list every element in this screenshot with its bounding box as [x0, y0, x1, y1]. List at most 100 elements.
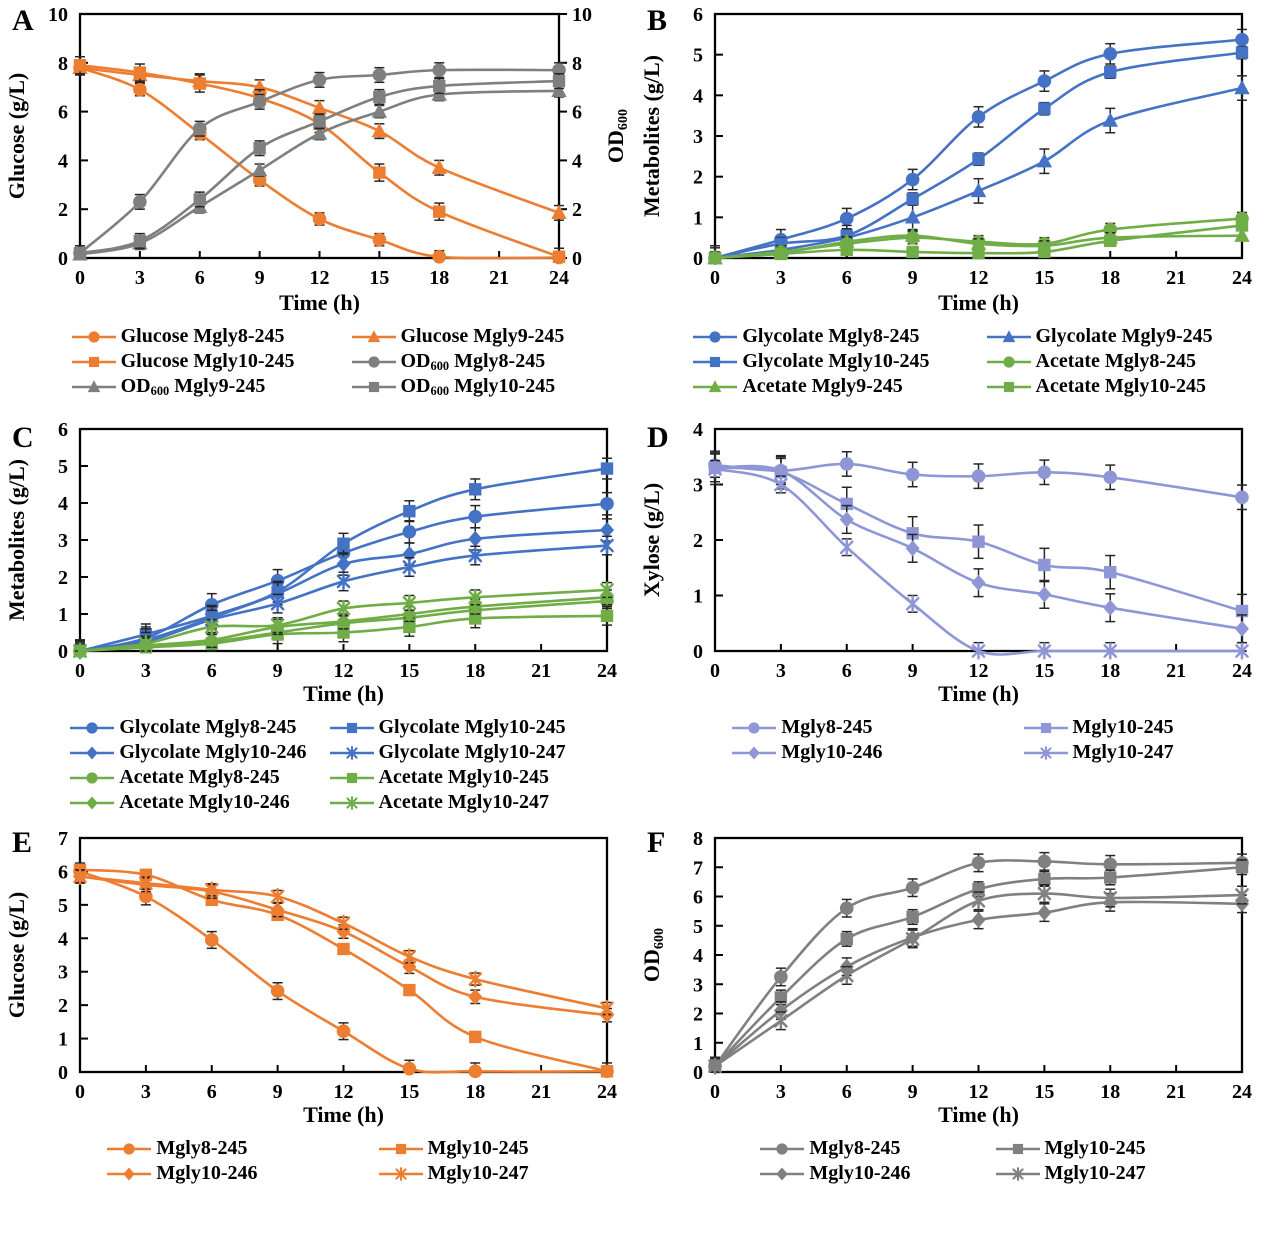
- x-tick-label: 3: [141, 660, 151, 682]
- legend-item-glycolate-mgly10-246: Glycolate Mgly10-246: [69, 741, 307, 764]
- legend-marker-square-icon: [693, 356, 738, 367]
- series-line: [79, 870, 608, 1074]
- x-tick-label: 6: [842, 660, 852, 682]
- y-tick-label: 1: [693, 1033, 703, 1055]
- legend-item-glycolate-mgly9-245: Glycolate Mgly9-245: [986, 325, 1213, 348]
- panel-F-legend: Mgly8-245 Mgly10-245 Mgly10-246 Mgly10-247: [635, 1135, 1270, 1185]
- x-tick-label: 9: [908, 1081, 918, 1103]
- x-tick-label: 6: [207, 1081, 217, 1103]
- y-axis-title: Metabolites (g/L): [639, 55, 664, 217]
- panel-letter-B: B: [647, 4, 668, 37]
- x-tick-label: 0: [710, 660, 720, 682]
- legend-label: Mgly10-246: [781, 741, 883, 763]
- x-tick-label: 21: [1166, 267, 1186, 289]
- y-tick-label: 3: [58, 962, 68, 984]
- legend-item-mgly8-245: Mgly8-245: [731, 716, 882, 739]
- legend-item-acetate-mgly10-245: Acetate Mgly10-245: [329, 766, 566, 789]
- legend-marker-circle-icon: [760, 1142, 805, 1155]
- y-right-tick-label: 8: [572, 53, 582, 75]
- series-glycolate-mgly8-245: [708, 28, 1249, 265]
- legend-item-mgly10-246: Mgly10-246: [759, 1162, 911, 1185]
- legend-item-acetate-mgly9-245: Acetate Mgly9-245: [692, 375, 929, 398]
- legend-item-mgly10-246: Mgly10-246: [731, 741, 883, 764]
- legend-marker-triangle-icon: [351, 329, 396, 342]
- legend-marker-xstar-icon: [329, 795, 374, 810]
- legend-item-mgly8-245: Mgly8-245: [106, 1137, 257, 1160]
- legend-marker-square-icon: [329, 722, 374, 733]
- panel-E-chart: 0 3 6 9 12 15 18 21 24 0 1 2 3 4 5 6 7 Glucose (g/L) Time …: [0, 822, 635, 1135]
- y-right-tick-label: 2: [572, 199, 582, 221]
- y-tick-label: 2: [693, 167, 703, 189]
- y-axis-title: Glucose (g/L): [4, 892, 29, 1019]
- series-acetate-mgly10-245: [708, 219, 1249, 265]
- panel-F: F 0 3 6 9 12 15 18 21 24 0 1 2 3 4 5 6 7 8 OD600 Time (h) M…: [635, 822, 1270, 1243]
- legend-marker-square-icon: [986, 381, 1031, 392]
- y-axis-title: Glucose (g/L): [4, 73, 29, 200]
- legend-marker-xstar-icon: [378, 1166, 423, 1181]
- x-tick-label: 21: [531, 660, 551, 682]
- x-tick-label: 3: [776, 267, 786, 289]
- y-tick-label: 4: [693, 945, 703, 967]
- y-tick-label: 2: [58, 199, 68, 221]
- x-tick-label: 0: [75, 267, 85, 289]
- legend-label: Glycolate Mgly10-245: [378, 716, 566, 738]
- legend-label: Mgly10-247: [1072, 741, 1174, 763]
- x-tick-label: 3: [141, 1081, 151, 1103]
- legend-marker-circle-icon: [732, 721, 777, 734]
- panel-C-chart: 0 3 6 9 12 15 18 21 24 0 1 2 3 4 5 6 Metabolites (g/L) Ti…: [0, 417, 635, 714]
- panel-letter-F: F: [647, 826, 666, 859]
- x-axis-title: Time (h): [938, 1102, 1019, 1127]
- x-axis-title: Time (h): [938, 681, 1019, 706]
- x-tick-label: 24: [1232, 660, 1252, 682]
- legend-marker-triangle-icon: [71, 379, 116, 392]
- legend-label: Glycolate Mgly9-245: [1035, 325, 1213, 347]
- legend-marker-xstar-icon: [995, 1166, 1040, 1181]
- x-tick-label: 3: [776, 660, 786, 682]
- legend-label: Glycolate Mgly10-247: [378, 741, 566, 763]
- legend-label: Acetate Mgly9-245: [742, 375, 903, 397]
- panel-D: D 0 3 6 9 12 15 18 21 24 0 1 2 3 4 Xylose (g/L) Time (h…: [635, 417, 1270, 822]
- legend-marker-square-icon: [351, 381, 396, 392]
- legend-item-glucose-mgly8-245: Glucose Mgly8-245: [71, 325, 295, 348]
- legend-item-mgly10-246: Mgly10-246: [106, 1162, 258, 1185]
- legend-item-od600-mgly8-245: OD600 Mgly8-245: [351, 350, 565, 373]
- y-tick-label: 2: [58, 567, 68, 589]
- panel-B: B 0 3 6 9 12 15 18 21 24 0 1 2 3 4 5 6 Metabolites (g/L)…: [635, 0, 1270, 417]
- panel-letter-E: E: [12, 826, 33, 859]
- panel-E: E 0 3 6 9 12 15 18 21 24 0 1 2 3 4 5 6 7 Glucose (g/L) Tim…: [0, 822, 635, 1243]
- y-tick-label: 0: [58, 641, 68, 663]
- x-axis-title: Time (h): [303, 681, 384, 706]
- legend-label: Mgly10-245: [1044, 1137, 1146, 1159]
- legend-item-mgly8-245: Mgly8-245: [759, 1137, 910, 1160]
- x-tick-label: 21: [489, 267, 509, 289]
- x-tick-label: 15: [399, 660, 419, 682]
- y-right-tick-label: 6: [572, 102, 582, 124]
- series-mgly10-246: [708, 892, 1249, 1075]
- legend-item-acetate-mgly10-245: Acetate Mgly10-245: [986, 375, 1213, 398]
- panel-B-chart: 0 3 6 9 12 15 18 21 24 0 1 2 3 4 5 6 Metabolites (g/L) Ti…: [635, 0, 1270, 323]
- y-tick-label: 0: [58, 248, 68, 270]
- y-tick-label: 4: [58, 928, 68, 950]
- legend-label: Mgly8-245: [781, 716, 873, 738]
- y-tick-label: 0: [693, 641, 703, 663]
- x-tick-label: 24: [549, 267, 569, 289]
- panel-B-legend: Glycolate Mgly8-245 Glycolate Mgly9-245 Gl…: [635, 323, 1270, 398]
- x-tick-label: 0: [710, 267, 720, 289]
- x-tick-label: 12: [334, 1081, 354, 1103]
- plot-frame: [713, 12, 1244, 260]
- x-tick-label: 24: [1232, 1081, 1252, 1103]
- y-tick-label: 4: [693, 419, 703, 441]
- x-tick-label: 12: [969, 267, 989, 289]
- x-tick-label: 3: [135, 267, 145, 289]
- legend-marker-diamond-icon: [107, 1166, 152, 1181]
- legend-label: Mgly10-246: [809, 1162, 911, 1184]
- x-tick-label: 21: [1166, 660, 1186, 682]
- x-tick-label: 15: [1034, 660, 1054, 682]
- y-tick-label: 3: [693, 475, 703, 497]
- y-tick-label: 2: [693, 530, 703, 552]
